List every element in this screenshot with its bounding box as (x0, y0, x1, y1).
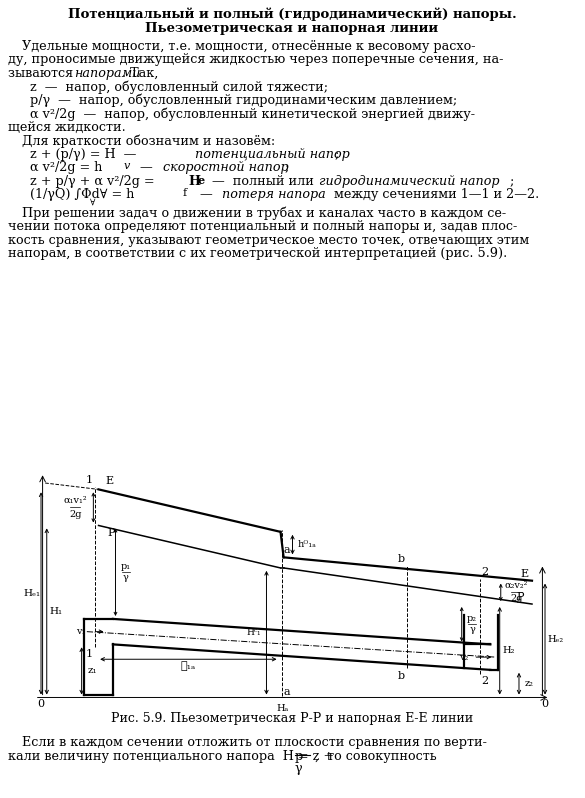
Text: —: — (132, 161, 161, 175)
Text: a: a (284, 545, 290, 555)
Text: Рис. 5.9. Пьезометрическая Р-Р и напорная Е-Е линии: Рис. 5.9. Пьезометрическая Р-Р и напорна… (111, 712, 474, 725)
Text: ∀: ∀ (90, 197, 95, 207)
Text: p₂: p₂ (467, 614, 477, 623)
Text: Hᶜ₁: Hᶜ₁ (246, 628, 261, 638)
Text: z + (p/γ) = H  —: z + (p/γ) = H — (30, 148, 144, 161)
Text: γ: γ (469, 626, 475, 634)
Text: При решении задач о движении в трубах и каналах часто в каждом се-: При решении задач о движении в трубах и … (22, 207, 506, 220)
Text: ,  то совокупность: , то совокупность (315, 749, 436, 763)
Text: напорами: напорами (74, 67, 140, 80)
Text: . Так,: . Так, (122, 67, 159, 80)
Text: b: b (397, 554, 404, 564)
Text: hᴼ₁ₐ: hᴼ₁ₐ (298, 540, 316, 549)
Text: щейся жидкости.: щейся жидкости. (8, 121, 126, 134)
Text: e: e (197, 175, 204, 186)
Text: кость сравнения, указывают геометрическое место точек, отвечающих этим: кость сравнения, указывают геометрическо… (8, 234, 529, 247)
Text: 2g: 2g (510, 595, 522, 603)
Text: z₂: z₂ (525, 679, 534, 688)
Text: потенциальный напор: потенциальный напор (195, 148, 350, 161)
Text: E: E (520, 568, 528, 579)
Text: f: f (183, 188, 187, 199)
Text: H₂: H₂ (503, 646, 515, 655)
Text: Для краткости обозначим и назовём:: Для краткости обозначим и назовём: (22, 134, 276, 148)
Text: —: — (192, 188, 221, 201)
Text: —  полный или: — полный или (204, 175, 318, 188)
Text: α₂v₂²: α₂v₂² (505, 581, 528, 591)
Text: α v²/2g = h: α v²/2g = h (30, 161, 102, 175)
Text: γ: γ (295, 762, 302, 775)
Text: ;: ; (335, 148, 339, 161)
Text: 2: 2 (481, 567, 488, 577)
Text: α v²/2g  —  напор, обусловленный кинетической энергией движу-: α v²/2g — напор, обусловленный кинетичес… (30, 108, 475, 121)
Text: z  —  напор, обусловленный силой тяжести;: z — напор, обусловленный силой тяжести; (30, 81, 328, 94)
Text: Пьезометрическая и напорная линии: Пьезометрическая и напорная линии (146, 22, 439, 35)
Text: b: b (397, 670, 404, 681)
Text: Потенциальный и полный (гидродинамический) напоры.: Потенциальный и полный (гидродинамически… (68, 8, 517, 22)
Text: Hₑ₂: Hₑ₂ (548, 634, 563, 643)
Text: (1/γQ) ∫Φd∀ = h: (1/γQ) ∫Φd∀ = h (30, 188, 135, 201)
Text: γ: γ (123, 574, 129, 583)
Text: p: p (295, 749, 303, 763)
Text: между сечениями 1—1 и 2—2.: между сечениями 1—1 и 2—2. (330, 188, 539, 201)
Text: 2: 2 (481, 676, 488, 686)
Text: скоростной напор: скоростной напор (163, 161, 288, 175)
Text: Hₑ₁: Hₑ₁ (23, 589, 41, 598)
Text: α₁v₁²: α₁v₁² (63, 496, 87, 505)
Text: 1: 1 (86, 475, 93, 485)
Text: ;: ; (510, 175, 514, 188)
Text: ;: ; (285, 161, 289, 175)
Text: гидродинамический напор: гидродинамический напор (319, 175, 500, 188)
Text: H: H (188, 175, 200, 188)
Text: Удельные мощности, т.е. мощности, отнесённые к весовому расхо-: Удельные мощности, т.е. мощности, отнесё… (22, 40, 476, 53)
Text: z + p/γ + α v²/2g =: z + p/γ + α v²/2g = (30, 175, 159, 188)
Text: чении потока определяют потенциальный и полный напоры и, задав плос-: чении потока определяют потенциальный и … (8, 220, 517, 233)
Text: z₁: z₁ (87, 666, 97, 675)
Text: p/γ  —  напор, обусловленный гидродинамическим давлением;: p/γ — напор, обусловленный гидродинамиче… (30, 94, 457, 108)
Text: P: P (108, 527, 115, 538)
Text: 0: 0 (37, 699, 44, 709)
Text: a: a (284, 686, 290, 697)
Text: 2g: 2g (69, 510, 81, 519)
Text: p₁: p₁ (121, 562, 131, 571)
Text: H₁: H₁ (49, 607, 62, 616)
Text: потеря напора: потеря напора (222, 188, 326, 201)
Text: Если в каждом сечении отложить от плоскости сравнения по верти-: Если в каждом сечении отложить от плоско… (22, 736, 487, 749)
Text: v: v (124, 161, 130, 172)
Text: кали величину потенциального напора  H = z +: кали величину потенциального напора H = … (8, 749, 334, 763)
Text: ду, проносимые движущейся жидкостью через поперечные сечения, на-: ду, проносимые движущейся жидкостью чере… (8, 53, 503, 66)
Text: P: P (517, 592, 524, 602)
Text: 0: 0 (542, 699, 549, 709)
Text: зываются: зываются (8, 67, 77, 80)
Text: Hₐ: Hₐ (276, 704, 288, 713)
Text: v₂: v₂ (459, 653, 468, 662)
Text: 1: 1 (86, 649, 93, 658)
Text: ℓ₁ₐ: ℓ₁ₐ (181, 662, 196, 671)
Text: E: E (105, 476, 113, 486)
Text: напорам, в соответствии с их геометрической интерпретацией (рис. 5.9).: напорам, в соответствии с их геометричес… (8, 247, 507, 260)
Text: v₁: v₁ (76, 627, 85, 636)
